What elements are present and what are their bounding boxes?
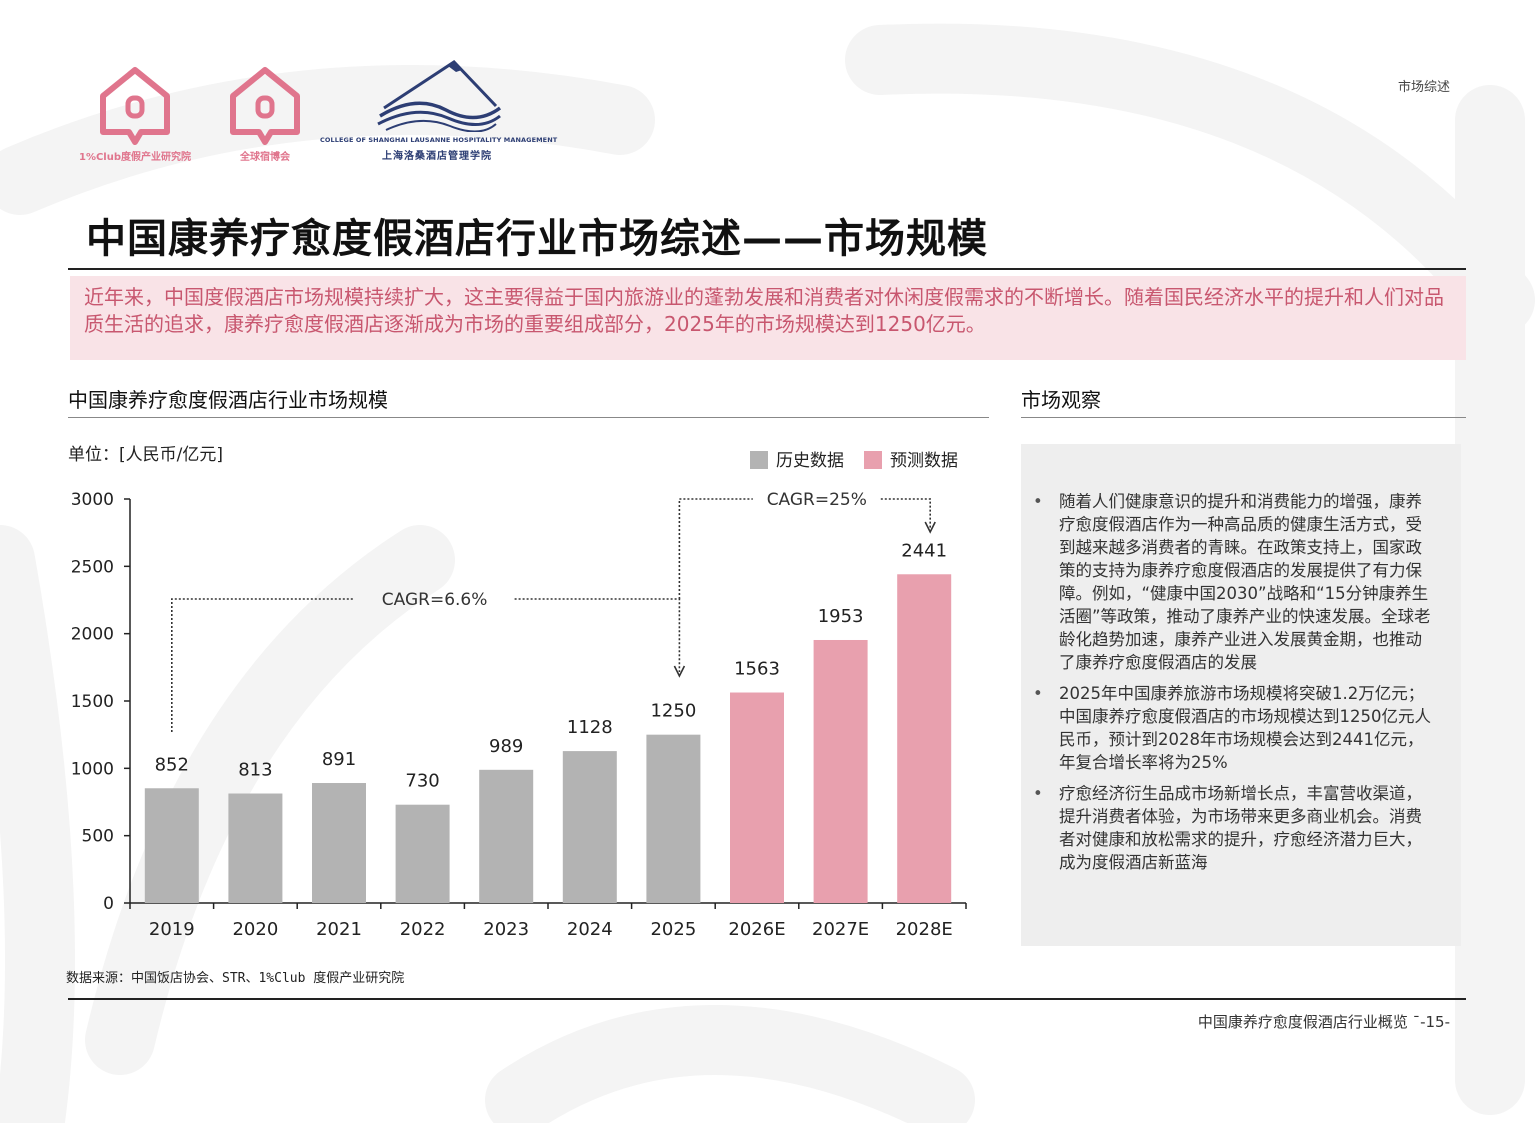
- bullet-icon: •: [1033, 492, 1043, 511]
- x-tick-label: 2028E: [896, 919, 953, 940]
- bullet-icon: •: [1033, 684, 1043, 703]
- y-tick-label: 1000: [71, 759, 114, 779]
- source-note: 数据来源：中国饭店协会、STR、1%Club 度假产业研究院: [66, 971, 405, 986]
- observation-item: • 随着人们健康意识的提升和消费能力的增强，康养疗愈度假酒店作为一种高品质的健康生…: [1033, 490, 1435, 674]
- observation-list: • 随着人们健康意识的提升和消费能力的增强，康养疗愈度假酒店作为一种高品质的健康生…: [1033, 490, 1435, 874]
- y-tick-label: 1500: [71, 692, 114, 712]
- data-label: 852: [155, 754, 189, 775]
- footer-divider: [68, 998, 1466, 1000]
- bar: [646, 734, 701, 903]
- y-tick-label: 2500: [71, 557, 114, 577]
- legend-swatch: [750, 451, 768, 469]
- cagr-bracket-left: [171, 598, 355, 732]
- data-label: 730: [405, 771, 439, 792]
- x-tick-label: 2027E: [812, 919, 869, 940]
- legend-label: 历史数据: [776, 451, 844, 471]
- x-tick-label: 2020: [232, 919, 278, 940]
- cagr-label: CAGR=25%: [767, 490, 867, 510]
- arrow-down-icon: [924, 521, 936, 534]
- intro-text: 近年来，中国度假酒店市场规模持续扩大，这主要得益于国内旅游业的蓬勃发展和消费者对…: [84, 285, 1444, 336]
- page-title: 中国康养疗愈度假酒店行业市场综述——市场规模: [86, 216, 988, 262]
- market-size-chart: 0 500 1000 1500 2000 2500 3000 2019 852 2020 813 20…: [71, 451, 967, 940]
- cagr-bracket-right: [880, 498, 932, 528]
- data-label: 891: [322, 749, 356, 770]
- chart-heading-rule: [68, 417, 989, 418]
- chart-unit-label: 单位：[人民币/亿元]: [68, 445, 223, 465]
- expo-logo-icon: [230, 67, 300, 145]
- intro-box: 近年来，中国度假酒店市场规模持续扩大，这主要得益于国内旅游业的蓬勃发展和消费者对…: [70, 276, 1466, 360]
- observation-text: 2025年中国康养旅游市场规模将突破1.2万亿元；中国康养疗愈度假酒店的市场规模…: [1059, 684, 1431, 772]
- club-logo-icon: [100, 67, 170, 145]
- bullet-icon: •: [1033, 784, 1043, 803]
- data-label: 1953: [818, 606, 864, 627]
- observation-item: • 疗愈经济衍生品成市场新增长点，丰富营收渠道，提升消费者体验，为市场带来更多商业…: [1033, 782, 1435, 874]
- y-tick-label: 2000: [71, 625, 114, 645]
- bar: [144, 788, 199, 903]
- x-tick-label: 2023: [483, 919, 529, 940]
- observation-heading-rule: [1021, 417, 1466, 418]
- observation-panel: • 随着人们健康意识的提升和消费能力的增强，康养疗愈度假酒店作为一种高品质的健康生…: [1021, 444, 1461, 946]
- bar: [228, 793, 283, 903]
- data-label: 1250: [650, 701, 696, 722]
- section-tag: 市场综述: [1397, 80, 1450, 95]
- lausanne-caption-cn: 上海洛桑酒店管理学院: [382, 151, 492, 162]
- bar: [813, 639, 868, 903]
- bar: [897, 574, 952, 903]
- x-tick-label: 2024: [567, 919, 613, 940]
- cagr-bracket-right: [514, 598, 681, 672]
- y-tick-label: 0: [103, 894, 114, 914]
- cagr-label: CAGR=6.6%: [382, 590, 488, 610]
- bar: [479, 769, 534, 903]
- bar: [730, 692, 784, 903]
- title-divider: [68, 268, 1466, 270]
- footer-text: 中国康养疗愈度假酒店行业概览 ˉ-15-: [1197, 1013, 1450, 1031]
- observation-text: 疗愈经济衍生品成市场新增长点，丰富营收渠道，提升消费者体验，为市场带来更多商业机…: [1059, 784, 1422, 872]
- x-tick-label: 2025: [650, 919, 696, 940]
- data-label: 2441: [901, 540, 947, 561]
- club-logo-caption: 1%Club度假产业研究院: [78, 152, 192, 163]
- y-tick-label: 3000: [71, 490, 114, 510]
- observation-heading: 市场观察: [1021, 388, 1101, 412]
- legend-swatch: [864, 451, 882, 469]
- x-tick-label: 2026E: [728, 919, 785, 940]
- data-label: 1563: [734, 659, 780, 680]
- arrow-down-icon: [673, 665, 686, 678]
- expo-logo-caption: 全球宿博会: [240, 152, 290, 163]
- legend-label: 预测数据: [890, 451, 958, 471]
- observation-item: • 2025年中国康养旅游市场规模将突破1.2万亿元；中国康养疗愈度假酒店的市场规…: [1033, 682, 1435, 774]
- bar: [395, 804, 450, 903]
- bar: [312, 783, 366, 903]
- x-tick-label: 2021: [316, 919, 362, 940]
- x-tick-label: 2019: [149, 919, 195, 940]
- cagr-bracket-left: [678, 498, 753, 599]
- chart-heading: 中国康养疗愈度假酒店行业市场规模: [68, 388, 388, 412]
- bar: [562, 751, 617, 903]
- x-tick-label: 2022: [400, 919, 446, 940]
- y-tick-label: 500: [82, 827, 114, 847]
- lausanne-mountain-icon: [377, 60, 502, 132]
- data-label: 989: [489, 736, 523, 757]
- data-label: 813: [238, 760, 272, 781]
- observation-text: 随着人们健康意识的提升和消费能力的增强，康养疗愈度假酒店作为一种高品质的健康生活…: [1059, 492, 1431, 672]
- data-label: 1128: [567, 717, 613, 738]
- lausanne-caption-en: COLLEGE OF SHANGHAI LAUSANNE HOSPITALITY…: [320, 136, 558, 144]
